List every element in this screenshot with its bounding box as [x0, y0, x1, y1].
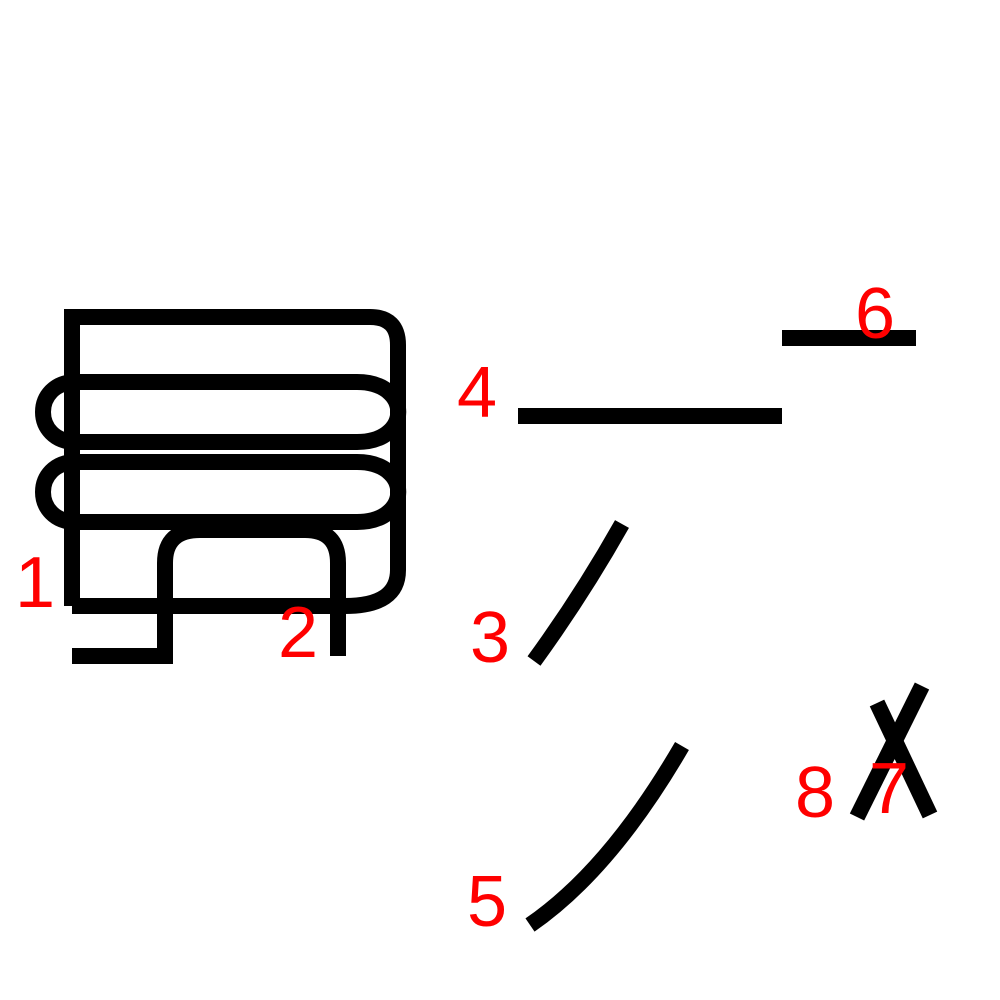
stroke-1 [64, 309, 406, 614]
stroke-3 [527, 520, 629, 666]
stroke-number-8: 8 [795, 753, 836, 833]
stroke-number-7: 7 [869, 749, 910, 829]
stroke-number-5: 5 [467, 862, 508, 942]
stroke-number-2: 2 [278, 593, 319, 673]
stroke-number-1: 1 [15, 543, 56, 623]
stroke-1-loop-upper [35, 374, 407, 450]
stroke-number-6: 6 [855, 274, 896, 354]
stroke-7 [869, 699, 938, 819]
stroke-8 [849, 682, 930, 821]
stroke-5 [525, 741, 689, 932]
stroke-1-loop-lower [35, 454, 407, 530]
stroke-number-4: 4 [457, 353, 498, 433]
stroke-number-3: 3 [470, 598, 511, 678]
stroke-2 [72, 522, 346, 664]
